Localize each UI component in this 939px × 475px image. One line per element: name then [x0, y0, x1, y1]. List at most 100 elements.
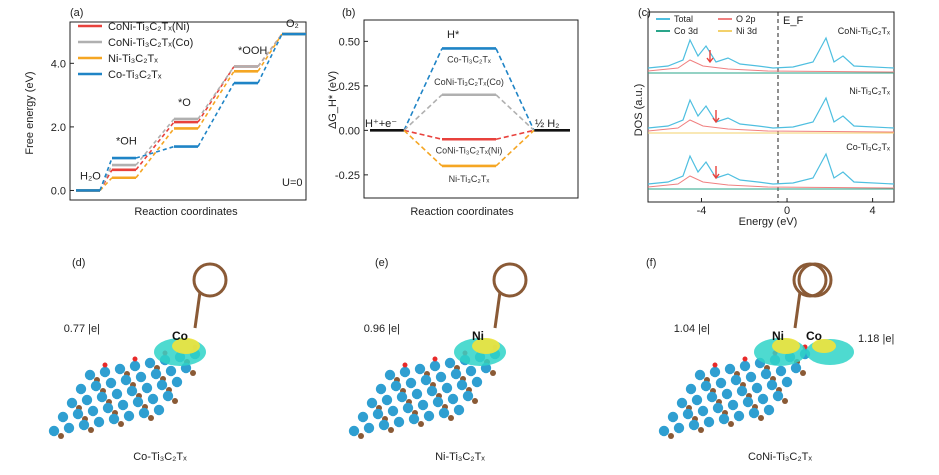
- c-atom: [172, 398, 178, 404]
- metal-atom-label: Ni: [472, 329, 484, 343]
- ti-atom: [751, 382, 763, 394]
- panel-a-xlabel: Reaction coordinates: [134, 206, 238, 218]
- panel-b-ytick-label: 0.00: [339, 125, 360, 137]
- ti-atom: [393, 416, 405, 428]
- ti-atom: [447, 393, 459, 405]
- ti-atom: [144, 357, 156, 369]
- ti-atom: [456, 379, 468, 391]
- ti-atom: [171, 376, 183, 388]
- ti-atom: [147, 393, 159, 405]
- ti-atom: [721, 388, 733, 400]
- panel-c-dos-o2p: [647, 119, 895, 133]
- ti-atom: [766, 379, 778, 391]
- structure-d: Co 0.77 |e| Co-Ti₃C₂Tₓ: [48, 262, 228, 463]
- ti-atom: [165, 365, 177, 377]
- panel-a-legend-label: CoNi-Ti₃C₂Tₓ(Ni): [108, 21, 190, 33]
- ti-atom: [727, 399, 739, 411]
- panel-c-marker-arrow: [712, 166, 720, 180]
- ti-atom: [757, 393, 769, 405]
- panel-b-level-label: Ni-Ti₃C₂Tₓ: [449, 174, 490, 184]
- c-atom: [782, 398, 788, 404]
- panel-b-level-label: Co-Ti₃C₂Tₓ: [447, 54, 491, 64]
- c-atom: [758, 415, 764, 421]
- metal-atom-label: Co: [806, 329, 822, 343]
- ti-atom: [420, 374, 432, 386]
- ti-atom: [715, 377, 727, 389]
- panel-d-letter: (d): [72, 257, 85, 269]
- ti-atom: [775, 365, 787, 377]
- ti-atom: [63, 422, 75, 434]
- panel-a-annotation: U=0: [282, 177, 303, 189]
- panel-c-dos-o2p: [647, 59, 895, 73]
- ti-atom: [417, 399, 429, 411]
- molecule-chain: [493, 291, 502, 329]
- o-atom: [402, 362, 408, 368]
- charge-transfer-label: 0.77 |e|: [64, 323, 100, 335]
- ti-atom: [348, 425, 360, 437]
- panel-a-ytick-label: 0.0: [51, 185, 66, 197]
- ti-atom: [135, 371, 147, 383]
- ti-atom: [694, 369, 706, 381]
- ti-atom: [81, 394, 93, 406]
- o-atom: [132, 356, 138, 362]
- structure-caption: Ni-Ti₃C₂Tₓ: [435, 451, 485, 463]
- ti-atom: [423, 410, 435, 422]
- panel-e-letter: (e): [375, 257, 388, 269]
- panel-c-subpanel-label: Co-Ti₃C₂Tₓ: [846, 142, 890, 152]
- panel-b-right-label: ½ H₂: [535, 118, 559, 130]
- metal-atom-label: Ni: [772, 329, 784, 343]
- charge-density-lobe: [812, 339, 836, 353]
- ti-atom: [441, 382, 453, 394]
- ti-atom: [78, 419, 90, 431]
- panel-c-marker-arrow: [712, 110, 720, 124]
- ti-atom: [667, 411, 679, 423]
- ti-atom: [48, 425, 60, 437]
- ti-atom: [685, 383, 697, 395]
- panel-a-series: [76, 32, 306, 192]
- panel-c-legend-label: Co 3d: [674, 26, 698, 36]
- molecule-chain: [193, 291, 202, 329]
- ti-atom: [123, 410, 135, 422]
- ti-atom: [462, 390, 474, 402]
- ti-atom: [72, 408, 84, 420]
- panel-a-plot-frame: [69, 21, 307, 201]
- ti-atom: [688, 419, 700, 431]
- panel-a-step-label: *OOH: [238, 45, 267, 57]
- ti-atom: [90, 380, 102, 392]
- o-atom: [102, 362, 108, 368]
- structure-caption: CoNi-Ti₃C₂Tₓ: [748, 451, 812, 463]
- c-atom: [358, 433, 364, 439]
- ti-atom: [96, 391, 108, 403]
- ti-atom: [117, 399, 129, 411]
- panel-b-level-label: CoNi-Ti₃C₂Tₓ(Co): [434, 77, 504, 87]
- panel-b-connector: [403, 129, 443, 167]
- structure-f: Ni Co 1.04 |e| 1.18 |e| CoNi-Ti₃C₂Tₓ: [658, 262, 894, 463]
- molecule-ring: [797, 262, 833, 298]
- ti-atom: [387, 405, 399, 417]
- panel-b-ylabel: ΔG_H* (eV): [327, 71, 339, 129]
- ti-atom: [724, 363, 736, 375]
- panel-a-connector: [99, 157, 113, 191]
- panel-b-connector: [403, 48, 443, 131]
- ti-atom: [435, 371, 447, 383]
- panel-c-letter: (c): [638, 7, 651, 19]
- panel-c-subpanel: Co-Ti₃C₂Tₓ: [647, 142, 895, 190]
- fermi-label: E_F: [783, 15, 803, 27]
- ti-atom: [153, 404, 165, 416]
- panel-a-legend-label: CoNi-Ti₃C₂Tₓ(Co): [108, 37, 193, 49]
- panel-b-letter: (b): [342, 7, 355, 19]
- panel-a-legend-label: Co-Ti₃C₂Tₓ: [108, 69, 162, 81]
- panel-a-connector: [135, 121, 175, 171]
- ti-atom: [673, 422, 685, 434]
- ti-atom: [682, 408, 694, 420]
- panel-b-connector: [495, 48, 535, 131]
- panel-a-connector: [197, 70, 235, 129]
- panel-c-ylabel: DOS (a.u.): [633, 84, 645, 137]
- ti-atom: [426, 385, 438, 397]
- ti-atom: [99, 366, 111, 378]
- panel-b-connector: [495, 129, 535, 167]
- panel-b-series: Ni-Ti₃C₂Tₓ: [403, 129, 535, 184]
- panel-c-dos-total: [647, 36, 895, 69]
- ti-atom: [745, 371, 757, 383]
- ti-atom: [93, 416, 105, 428]
